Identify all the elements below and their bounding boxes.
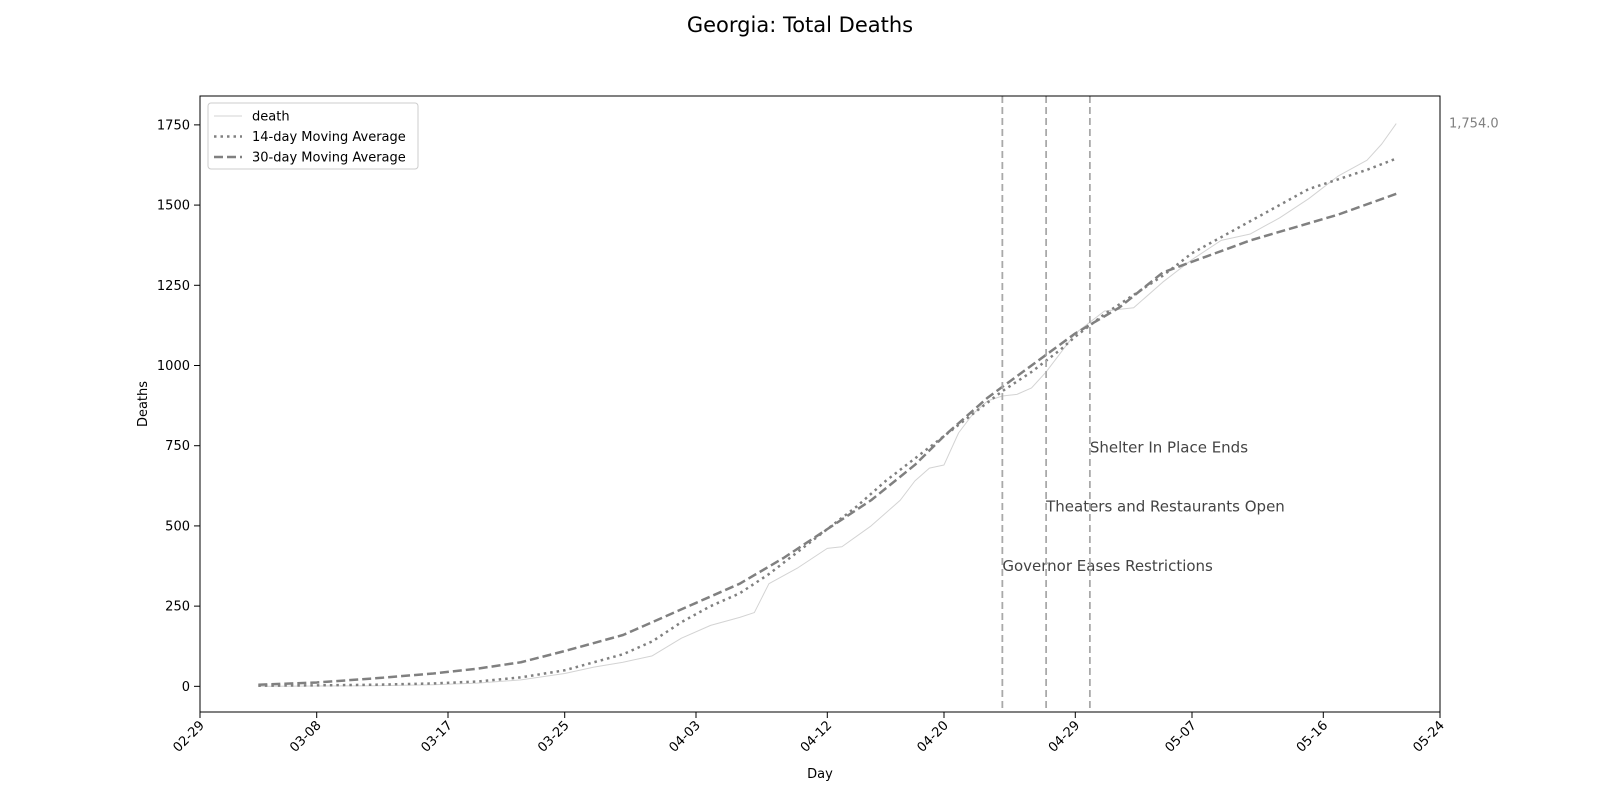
x-tick-label: 05-07 — [1163, 718, 1200, 755]
series-line-30-day-moving-average — [258, 192, 1397, 686]
legend: death 14-day Moving Average 30-day Moving … — [207, 102, 419, 170]
last-value-label: 1,754.0 — [1449, 117, 1499, 132]
series-line-death — [258, 123, 1397, 687]
legend-label: 14-day Moving Average — [252, 130, 406, 145]
chart-title: Georgia: Total Deaths — [687, 13, 913, 37]
y-tick-label: 1000 — [157, 359, 190, 374]
y-axis: 0 250 500 750 1000 1250 1500 1750 — [157, 118, 200, 695]
event-annotation: Shelter In Place Ends — [1090, 438, 1248, 456]
event-annotation: Governor Eases Restrictions — [1002, 557, 1213, 575]
x-tick-label: 03-08 — [287, 718, 324, 755]
x-tick-label: 04-03 — [667, 718, 704, 755]
x-tick-label: 04-20 — [915, 718, 952, 755]
y-tick-label: 1750 — [157, 118, 190, 133]
x-axis-title: Day — [807, 767, 833, 782]
y-tick-label: 1500 — [157, 199, 190, 214]
x-tick-label: 02-29 — [171, 718, 208, 755]
x-tick-label: 04-12 — [798, 718, 835, 755]
legend-box — [207, 102, 419, 170]
x-tick-label: 05-16 — [1294, 718, 1331, 755]
series-line-14-day-moving-average — [258, 157, 1397, 687]
y-tick-label: 500 — [165, 519, 190, 534]
x-tick-label: 04-29 — [1046, 718, 1083, 755]
x-tick-label: 03-17 — [419, 718, 456, 755]
y-tick-label: 750 — [165, 439, 190, 454]
x-axis: 02-29 03-08 03-17 03-25 04-03 04-12 04-20 04-29… — [171, 712, 1448, 756]
y-axis-title: Deaths — [136, 381, 151, 427]
event-markers: Governor Eases Restrictions Theaters and … — [1001, 96, 1285, 712]
plot-frame — [199, 95, 1441, 713]
legend-label: death — [252, 110, 290, 125]
x-tick-label: 05-24 — [1411, 718, 1448, 755]
event-annotation: Theaters and Restaurants Open — [1045, 498, 1285, 516]
legend-label: 30-day Moving Average — [252, 151, 406, 166]
y-tick-label: 0 — [182, 680, 190, 695]
x-tick-label: 03-25 — [535, 718, 572, 755]
y-tick-label: 1250 — [157, 279, 190, 294]
series-lines — [258, 123, 1397, 687]
y-tick-label: 250 — [165, 600, 190, 615]
